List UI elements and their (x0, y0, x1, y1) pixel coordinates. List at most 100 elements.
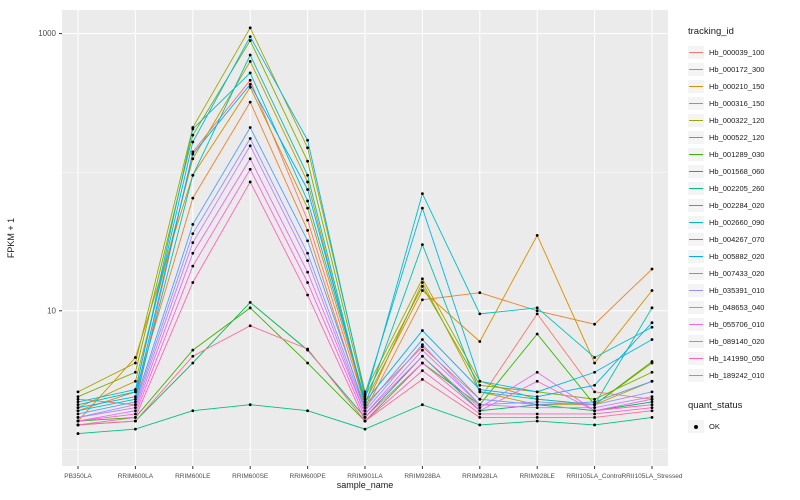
x-tick-label: RRII105LA_Control (566, 473, 623, 480)
legend-label: Hb_005882_020 (709, 252, 765, 261)
data-point (248, 167, 252, 171)
y-axis-title: FPKM + 1 (6, 218, 16, 258)
data-point (248, 144, 252, 148)
data-point (535, 309, 539, 313)
legend-label: Hb_048653_040 (709, 303, 765, 312)
data-point (535, 406, 539, 410)
data-point (363, 419, 367, 423)
legend-key-line-icon (688, 63, 704, 76)
data-point (363, 406, 367, 410)
data-point (421, 284, 424, 288)
legend-item-Hb_055706_010: Hb_055706_010 (688, 316, 798, 333)
legend-label: Hb_035391_010 (709, 286, 765, 295)
data-point (191, 348, 195, 352)
legend-item-Hb_141990_050: Hb_141990_050 (688, 350, 798, 367)
data-point (306, 251, 309, 255)
data-point (535, 416, 539, 419)
data-point (478, 403, 482, 407)
data-point (421, 377, 424, 381)
data-point (421, 343, 424, 347)
data-point (76, 403, 80, 407)
data-point (191, 173, 195, 177)
data-point (134, 388, 137, 391)
data-point (306, 138, 309, 142)
data-point (134, 403, 137, 407)
data-point (134, 409, 137, 413)
legend-label: Hb_089140_020 (709, 337, 765, 346)
legend: tracking_id Hb_000039_100 Hb_000172_300 Hb… (688, 26, 798, 435)
legend-item-Hb_089140_020: Hb_089140_020 (688, 333, 798, 350)
legend-label: Hb_000172_300 (709, 65, 765, 74)
data-point (191, 361, 195, 365)
data-point (593, 416, 596, 419)
data-point (248, 26, 252, 30)
data-point (363, 390, 367, 394)
x-tick-label: RRIM928LA (462, 473, 498, 480)
x-tick-label: RRIM600PE (290, 473, 327, 480)
legend-item-Hb_048653_040: Hb_048653_040 (688, 299, 798, 316)
data-point (478, 388, 482, 391)
legend-key-line-icon (688, 165, 704, 178)
data-point (478, 390, 482, 394)
legend-item-Hb_002205_260: Hb_002205_260 (688, 180, 798, 197)
data-point (535, 379, 539, 383)
legend-label: Hb_055706_010 (709, 320, 765, 329)
legend-label: Hb_004267_070 (709, 235, 765, 244)
legend-title-quant: quant_status (688, 400, 743, 411)
legend-key-line-icon (688, 250, 704, 263)
data-point (421, 403, 424, 407)
data-point (134, 370, 137, 374)
legend-label: Hb_001289_030 (709, 150, 765, 159)
data-point (478, 291, 482, 295)
data-point (421, 338, 424, 341)
data-point (248, 157, 252, 161)
data-point (191, 152, 195, 156)
data-point (593, 383, 596, 387)
data-point (650, 400, 654, 404)
data-point (421, 192, 424, 196)
data-point (535, 412, 539, 416)
data-point (306, 159, 309, 163)
legend-label: Hb_189242_010 (709, 371, 765, 380)
data-point (134, 390, 137, 394)
data-point (306, 229, 309, 232)
data-point (248, 78, 252, 82)
data-point (535, 312, 539, 316)
data-point (248, 180, 252, 184)
data-point (650, 379, 654, 383)
legend-item-Hb_189242_010: Hb_189242_010 (688, 367, 798, 384)
data-point (650, 338, 654, 341)
data-point (191, 251, 195, 255)
data-point (478, 423, 482, 427)
data-point (650, 321, 654, 325)
data-point (191, 133, 195, 137)
legend-key-line-icon (688, 80, 704, 93)
data-point (421, 298, 424, 302)
legend-label: Hb_000522_120 (709, 133, 765, 142)
data-point (191, 150, 195, 154)
data-point (593, 406, 596, 410)
x-tick-label: RRIM901LA (347, 473, 383, 480)
data-point (134, 397, 137, 401)
data-point (535, 306, 539, 310)
data-point (134, 356, 137, 359)
legend-key-line-icon (688, 369, 704, 382)
data-point (76, 409, 80, 413)
data-point (650, 395, 654, 399)
data-point (478, 416, 482, 419)
legend-key-line-icon (688, 46, 704, 59)
data-point (191, 264, 195, 268)
data-point (478, 409, 482, 413)
data-point (134, 419, 137, 423)
legend-label: Hb_002205_260 (709, 184, 765, 193)
data-point (76, 432, 80, 435)
data-point (191, 409, 195, 413)
data-point (650, 416, 654, 419)
data-point (134, 361, 137, 365)
legend-item-Hb_000172_300: Hb_000172_300 (688, 61, 798, 78)
data-point (650, 306, 654, 310)
data-point (306, 173, 309, 177)
data-point (76, 406, 80, 410)
data-point (306, 270, 309, 274)
